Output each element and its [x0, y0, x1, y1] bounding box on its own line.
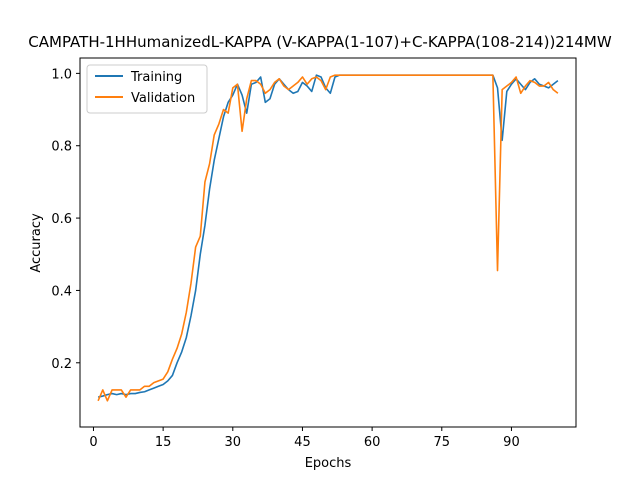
- x-tick-label: 15: [155, 435, 172, 450]
- y-tick-label: 0.4: [51, 284, 72, 299]
- x-tick-label: 75: [434, 435, 451, 450]
- x-tick-label: 60: [364, 435, 381, 450]
- series-line-training: [97, 74, 559, 398]
- x-tick-label: 0: [89, 435, 97, 450]
- y-tick-label: 0.2: [51, 357, 72, 372]
- y-axis: 0.2 0.4 0.6 0.8 1.0: [51, 67, 80, 372]
- x-tick-label: 30: [225, 435, 242, 450]
- legend-label-validation: Validation: [131, 91, 195, 106]
- y-axis-label: Accuracy: [29, 213, 44, 273]
- plot-area: [97, 74, 559, 402]
- x-tick-label: 45: [294, 435, 311, 450]
- legend-label-training: Training: [130, 70, 182, 85]
- x-tick-label: 90: [503, 435, 520, 450]
- x-axis: 0 15 30 45 60 75 90: [89, 427, 520, 450]
- y-tick-label: 0.6: [51, 212, 72, 227]
- x-axis-label: Epochs: [305, 456, 352, 471]
- y-tick-label: 0.8: [51, 140, 72, 155]
- plot-frame: [79, 57, 577, 428]
- legend: Training Validation: [86, 64, 208, 114]
- chart-title: CAMPATH-1HHumanizedL-KAPPA (V-KAPPA(1-10…: [28, 33, 612, 51]
- series-line-validation: [97, 74, 559, 402]
- y-tick-label: 1.0: [51, 67, 72, 82]
